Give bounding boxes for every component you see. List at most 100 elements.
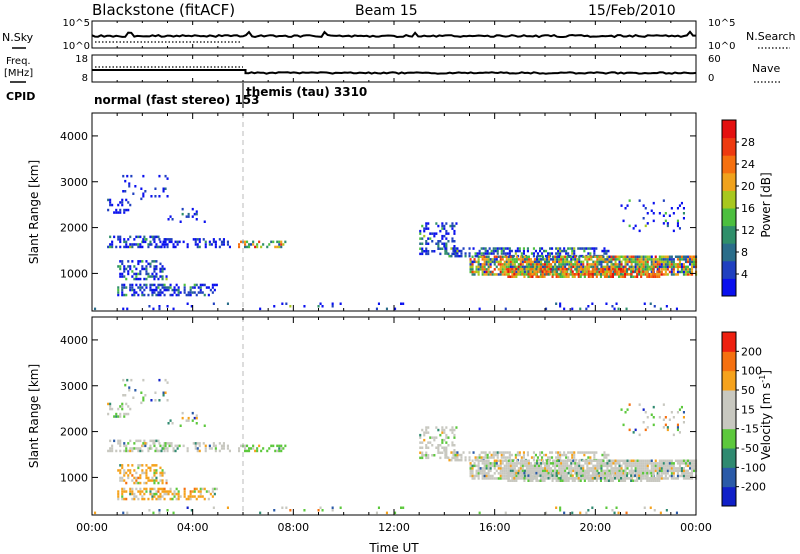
range-gate-cell	[141, 497, 144, 501]
range-gate-cell	[611, 477, 614, 480]
range-gate-cell	[561, 471, 564, 475]
range-gate-cell	[515, 267, 518, 271]
range-gate-cell	[137, 235, 140, 239]
range-gate-cell	[587, 451, 590, 454]
range-gate-cell	[491, 464, 494, 468]
range-gate-cell	[480, 247, 483, 250]
range-gate-cell	[568, 265, 571, 269]
range-gate-cell	[678, 408, 681, 411]
range-gate-cell	[652, 219, 655, 223]
range-gate-cell	[670, 260, 673, 264]
range-gate-cell	[632, 462, 635, 465]
range-gate-cell	[475, 270, 478, 274]
range-gate-cell	[634, 474, 637, 477]
range-gate-cell	[682, 474, 685, 478]
range-gate-cell	[133, 442, 136, 445]
range-gate-cell	[593, 270, 596, 273]
range-gate-cell	[109, 243, 112, 246]
range-gate-cell	[171, 492, 174, 496]
range-gate-cell	[567, 479, 570, 482]
range-gate-cell	[532, 247, 535, 250]
range-gate-cell	[485, 477, 488, 480]
range-gate-cell	[607, 249, 610, 253]
range-gate-cell	[546, 459, 549, 462]
range-gate-cell	[545, 477, 548, 480]
range-gate-cell	[652, 201, 655, 205]
range-gate-cell	[604, 265, 607, 269]
range-gate-cell	[632, 255, 635, 258]
range-gate-cell	[502, 451, 505, 454]
range-gate-cell	[576, 464, 579, 468]
range-gate-cell	[662, 265, 665, 269]
range-gate-cell	[123, 238, 126, 241]
range-gate-cell	[614, 467, 617, 470]
range-gate-cell	[628, 258, 631, 261]
range-gate-cell	[214, 240, 217, 244]
colorbar-tick-label: -200	[741, 481, 766, 494]
range-gate-cell	[636, 275, 639, 278]
range-gate-cell	[207, 497, 210, 501]
range-gate-cell	[165, 479, 168, 482]
range-gate-cell	[111, 407, 114, 411]
range-gate-cell	[444, 451, 447, 454]
range-gate-cell	[638, 229, 641, 233]
range-gate-cell	[612, 263, 615, 266]
range-gate-cell	[580, 467, 583, 470]
range-gate-cell	[155, 479, 158, 482]
range-gate-cell	[684, 255, 687, 258]
range-gate-cell	[425, 224, 428, 228]
range-gate-cell	[626, 467, 629, 470]
range-gate-cell	[682, 263, 685, 266]
colorbar-segment	[722, 120, 736, 139]
range-gate-cell	[542, 462, 545, 465]
range-gate-cell	[109, 407, 112, 411]
range-gate-cell	[618, 273, 621, 276]
range-gate-cell	[454, 451, 457, 454]
range-gate-cell	[642, 421, 645, 424]
range-gate-cell	[682, 270, 685, 274]
range-gate-cell	[652, 265, 655, 269]
range-gate-cell	[153, 275, 156, 278]
range-gate-cell	[339, 302, 342, 305]
range-gate-cell	[445, 436, 448, 439]
range-gate-cell	[532, 458, 535, 462]
colorbar-segment	[722, 278, 736, 297]
range-gate-cell	[117, 469, 120, 472]
range-gate-cell	[402, 302, 405, 305]
range-gate-cell	[539, 474, 542, 477]
range-gate-cell	[544, 469, 547, 473]
range-gate-cell	[664, 469, 667, 473]
range-gate-cell	[541, 273, 544, 276]
range-gate-cell	[582, 273, 585, 276]
range-gate-cell	[487, 467, 490, 470]
range-gate-cell	[549, 252, 552, 255]
freq-strip: Freq. [MHz] 18 8 60 0 Nave	[4, 54, 780, 84]
range-gate-cell	[552, 464, 555, 468]
range-gate-cell	[594, 459, 597, 462]
range-gate-cell	[485, 472, 488, 475]
range-gate-cell	[220, 243, 223, 246]
range-gate-cell	[532, 456, 535, 459]
range-gate-cell	[552, 462, 555, 465]
range-gate-cell	[664, 472, 667, 475]
range-gate-cell	[630, 268, 633, 271]
range-gate-cell	[472, 247, 475, 250]
range-gate-cell	[517, 471, 520, 475]
range-gate-cell	[157, 277, 160, 281]
range-gate-cell	[119, 449, 122, 453]
range-gate-cell	[618, 265, 621, 269]
range-gate-cell	[190, 509, 193, 512]
range-gate-cell	[486, 453, 489, 457]
range-gate-cell	[640, 275, 643, 278]
range-gate-cell	[656, 462, 659, 465]
range-gate-cell	[600, 462, 603, 465]
range-gate-cell	[199, 487, 202, 491]
range-gate-cell	[199, 490, 202, 493]
range-gate-cell	[601, 273, 604, 276]
range-gate-cell	[496, 249, 499, 253]
range-gate-cell	[614, 260, 617, 264]
range-gate-cell	[606, 265, 609, 269]
range-gate-cell	[429, 232, 432, 235]
range-gate-cell	[156, 245, 159, 249]
range-gate-cell	[618, 477, 621, 480]
